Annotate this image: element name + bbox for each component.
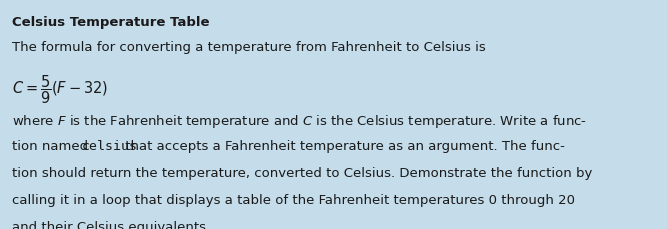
Text: and their Celsius equivalents.: and their Celsius equivalents. xyxy=(12,220,210,229)
Text: where $F$ is the Fahrenheit temperature and $C$ is the Celsius temperature. Writ: where $F$ is the Fahrenheit temperature … xyxy=(12,112,587,129)
Text: Celsius Temperature Table: Celsius Temperature Table xyxy=(12,16,209,29)
Text: tion should return the temperature, converted to Celsius. Demonstrate the functi: tion should return the temperature, conv… xyxy=(12,166,592,179)
Text: celsius: celsius xyxy=(81,139,137,152)
Text: $C = \dfrac{5}{9}(F - 32)$: $C = \dfrac{5}{9}(F - 32)$ xyxy=(12,73,108,106)
Text: The formula for converting a temperature from Fahrenheit to Celsius is: The formula for converting a temperature… xyxy=(12,41,486,54)
Text: tion named: tion named xyxy=(12,139,93,152)
Text: calling it in a loop that displays a table of the Fahrenheit temperatures 0 thro: calling it in a loop that displays a tab… xyxy=(12,193,575,206)
Text: that accepts a Fahrenheit temperature as an argument. The func-: that accepts a Fahrenheit temperature as… xyxy=(121,139,565,152)
